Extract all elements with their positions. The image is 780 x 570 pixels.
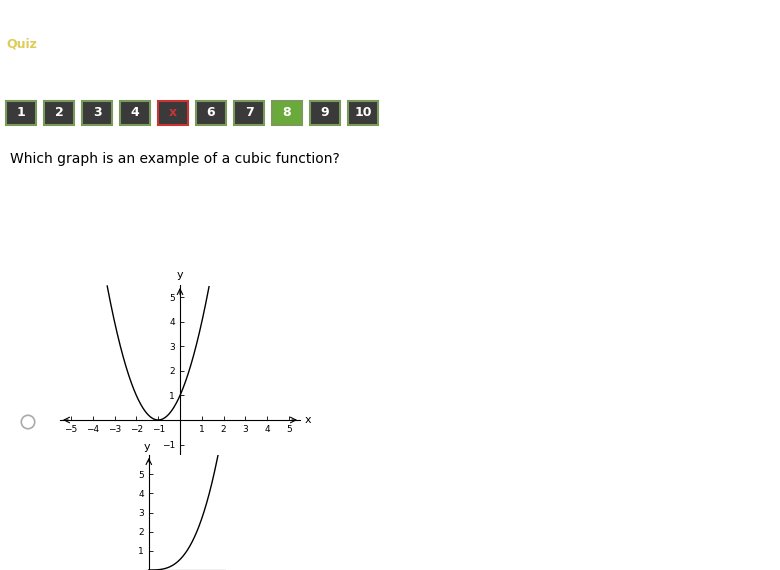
- Text: x: x: [304, 415, 311, 425]
- Circle shape: [21, 416, 35, 429]
- FancyBboxPatch shape: [6, 101, 36, 125]
- Text: Which graph is an example of a cubic function?: Which graph is an example of a cubic fun…: [10, 152, 340, 166]
- Text: Quiz: Quiz: [6, 38, 37, 51]
- Text: 3: 3: [93, 107, 101, 120]
- Text: 1: 1: [16, 107, 26, 120]
- Text: 6: 6: [207, 107, 215, 120]
- Text: Transformations of Functions: Transformations of Functions: [6, 7, 350, 27]
- Text: Complete: Complete: [55, 38, 115, 51]
- Text: 2: 2: [55, 107, 63, 120]
- FancyBboxPatch shape: [348, 101, 378, 125]
- Text: 90%: 90%: [8, 66, 51, 84]
- FancyBboxPatch shape: [158, 101, 188, 125]
- FancyBboxPatch shape: [272, 101, 302, 125]
- Text: 10: 10: [354, 107, 372, 120]
- Text: y: y: [144, 442, 151, 452]
- Text: 4: 4: [130, 107, 140, 120]
- Text: Attempt 1: Attempt 1: [62, 68, 125, 82]
- Text: y: y: [177, 270, 183, 280]
- FancyBboxPatch shape: [82, 101, 112, 125]
- Text: 8: 8: [282, 107, 291, 120]
- Text: 7: 7: [245, 107, 254, 120]
- FancyBboxPatch shape: [234, 101, 264, 125]
- Text: x: x: [169, 107, 177, 120]
- Text: 9: 9: [321, 107, 329, 120]
- FancyBboxPatch shape: [310, 101, 340, 125]
- FancyBboxPatch shape: [196, 101, 226, 125]
- FancyBboxPatch shape: [120, 101, 150, 125]
- FancyBboxPatch shape: [44, 101, 74, 125]
